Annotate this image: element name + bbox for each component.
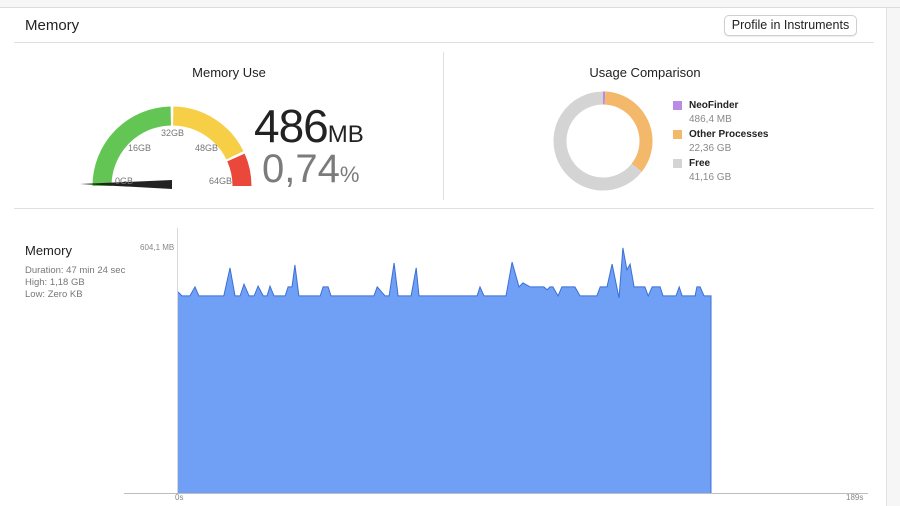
gauge-needle	[80, 180, 172, 189]
section-divider	[443, 52, 444, 200]
gauge-label-0: 0GB	[115, 176, 134, 186]
gauge-label-16: 16GB	[128, 143, 152, 153]
memory-gauge	[80, 106, 252, 189]
section-divider-horizontal	[14, 208, 874, 209]
gauge-label-48: 48GB	[195, 143, 219, 153]
memory-use-title: Memory Use	[192, 65, 266, 80]
x-axis-end-label: 189s	[846, 493, 864, 502]
memory-percent: 0,74%	[262, 147, 359, 192]
profile-in-instruments-button[interactable]: Profile in Instruments	[724, 15, 857, 36]
gauge-label-64: 64GB	[209, 176, 233, 186]
legend-swatch	[673, 130, 682, 139]
memory-value-unit: MB	[327, 121, 364, 148]
usage-donut-chart	[553, 91, 653, 191]
legend-value: 22,36 GB	[689, 143, 732, 154]
legend-name: Other Processes	[689, 129, 769, 140]
timeline-low: Low: Zero KB	[25, 289, 83, 300]
window-top-strip	[0, 0, 900, 8]
legend-value: 41,16 GB	[689, 172, 732, 183]
usage-comparison-title: Usage Comparison	[589, 65, 701, 80]
page-title: Memory	[25, 17, 80, 34]
legend-name: Free	[689, 158, 711, 169]
scrollbar-track[interactable]	[886, 8, 900, 506]
timeline-duration: Duration: 47 min 24 sec	[25, 265, 126, 276]
memory-value: 486MB	[254, 99, 364, 153]
legend-swatch	[673, 101, 682, 110]
donut-slice-other-processes	[604, 91, 653, 172]
memory-area	[178, 247, 711, 493]
legend-name: NeoFinder	[689, 100, 739, 111]
y-axis-top-label: 604,1 MB	[140, 243, 175, 252]
memory-percent-number: 0,74	[262, 147, 340, 191]
legend-value: 486,4 MB	[689, 114, 732, 125]
gauge-label-32: 32GB	[161, 128, 185, 138]
header-divider	[14, 42, 874, 43]
gauge-green-segment	[92, 106, 172, 187]
memory-value-number: 486	[254, 100, 329, 152]
memory-line	[177, 247, 712, 494]
legend-swatch	[673, 159, 682, 168]
x-axis-start-label: 0s	[175, 493, 184, 502]
gauge-yellow-segment	[172, 106, 244, 160]
donut-slice-free	[553, 91, 642, 191]
gauge-red-segment	[227, 153, 252, 187]
timeline-high: High: 1,18 GB	[25, 277, 85, 288]
timeline-title: Memory	[25, 243, 72, 258]
memory-percent-unit: %	[339, 162, 360, 187]
